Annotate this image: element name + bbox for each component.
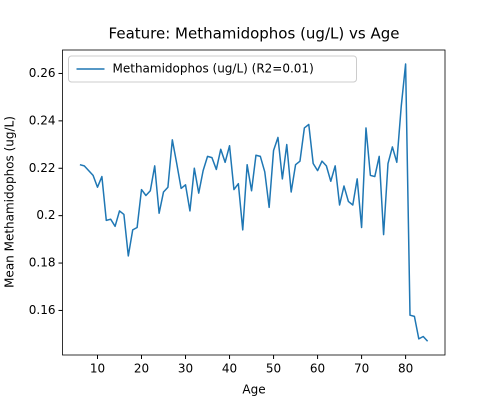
x-tick-label: 30 xyxy=(178,362,193,376)
x-tick-label: 60 xyxy=(310,362,325,376)
x-tick-label: 20 xyxy=(134,362,149,376)
y-axis-label: Mean Methamidophos (ug/L) xyxy=(3,116,17,288)
chart-title: Feature: Methamidophos (ug/L) vs Age xyxy=(109,25,400,43)
y-tick-label: 0.16 xyxy=(29,303,56,317)
y-tick-label: 0.22 xyxy=(29,161,56,175)
y-tick-label: 0.26 xyxy=(29,66,56,80)
legend-box xyxy=(68,55,357,83)
x-axis-label: Age xyxy=(242,383,265,397)
x-tick-label: 40 xyxy=(222,362,237,376)
plot-frame xyxy=(62,49,446,356)
y-tick-label: 0.2 xyxy=(36,208,55,222)
x-tick-label: 70 xyxy=(354,362,369,376)
y-tick-label: 0.18 xyxy=(29,256,56,270)
x-tick-label: 50 xyxy=(266,362,281,376)
x-tick-label: 80 xyxy=(398,362,413,376)
x-tick-label: 10 xyxy=(90,362,105,376)
y-tick-label: 0.24 xyxy=(29,113,56,127)
legend-label: Methamidophos (ug/L) (R2=0.01) xyxy=(113,62,314,76)
line-series xyxy=(79,63,429,342)
